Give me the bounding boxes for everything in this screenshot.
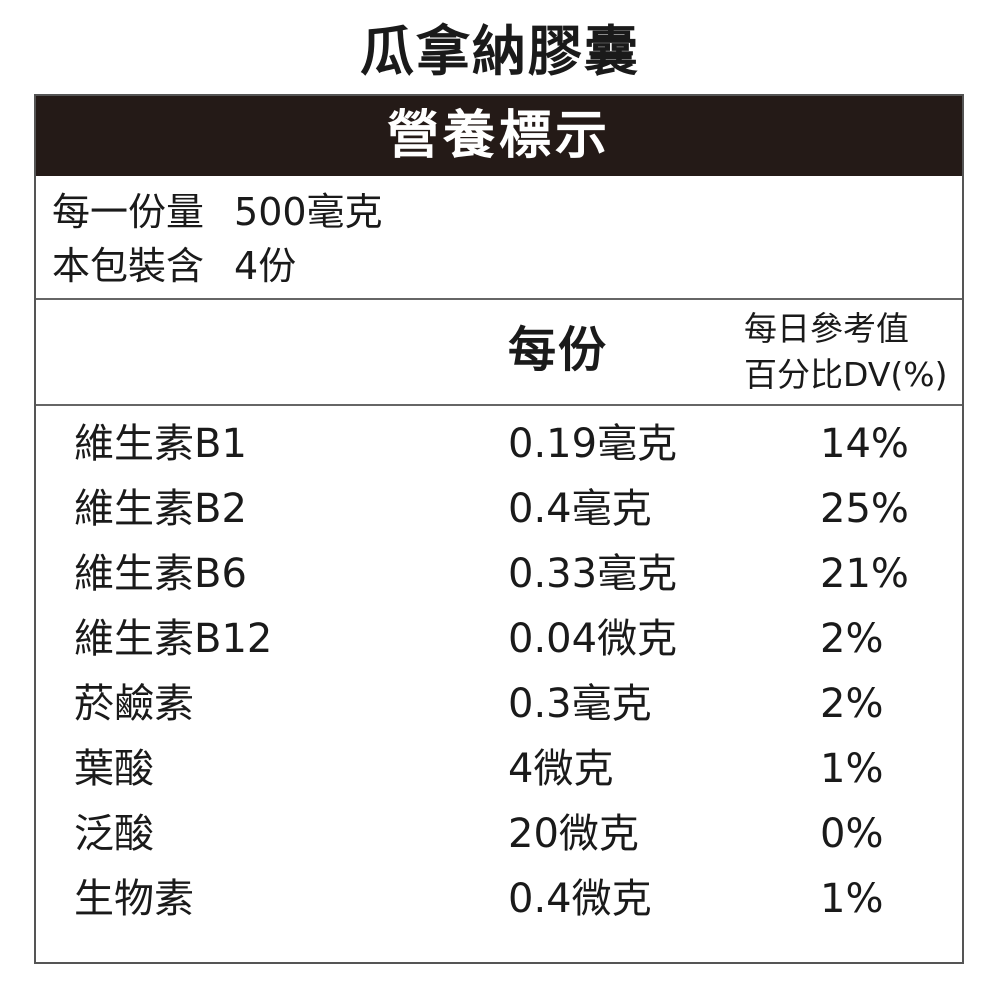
table-row: 維生素B12 0.04微克 2% [36, 607, 962, 672]
table-row: 維生素B2 0.4毫克 25% [36, 477, 962, 542]
nutrient-amount: 4微克 [508, 746, 614, 792]
serving-size-value: 500毫克 [234, 190, 383, 234]
nutrient-dv: 2% [820, 616, 884, 662]
table-row: 葉酸 4微克 1% [36, 737, 962, 802]
nutrient-dv: 14% [820, 421, 909, 467]
daily-value-header-line2: 百分比DV(%) [744, 355, 948, 394]
nutrient-name: 維生素B2 [74, 486, 247, 532]
nutrient-amount: 0.04微克 [508, 616, 678, 662]
nutrient-name: 維生素B1 [74, 421, 247, 467]
nutrient-amount: 0.4微克 [508, 876, 652, 922]
product-title: 瓜拿納膠囊 [360, 20, 640, 83]
table-row: 維生素B1 0.19毫克 14% [36, 412, 962, 477]
daily-value-header: 每日參考值 百分比DV(%) [744, 306, 948, 398]
nutrient-dv: 1% [820, 746, 884, 792]
serving-info: 每一份量 500毫克 本包裝含 4份 [36, 176, 962, 300]
serving-size-line: 每一份量 500毫克 [52, 186, 383, 238]
nutrient-dv: 21% [820, 551, 909, 597]
table-row: 菸鹼素 0.3毫克 2% [36, 672, 962, 737]
nutrient-name: 生物素 [74, 876, 194, 922]
nutrient-dv: 2% [820, 681, 884, 727]
table-row: 維生素B6 0.33毫克 21% [36, 542, 962, 607]
nutrient-name: 泛酸 [74, 811, 154, 857]
per-serving-header: 每份 [508, 322, 609, 378]
nutrient-name: 葉酸 [74, 746, 154, 792]
nutrient-name: 菸鹼素 [74, 681, 194, 727]
serving-size-label: 每一份量 [52, 190, 205, 234]
table-row: 泛酸 20微克 0% [36, 802, 962, 867]
nutrient-dv: 0% [820, 811, 884, 857]
nutrient-amount: 0.4毫克 [508, 486, 652, 532]
nutrient-dv: 25% [820, 486, 909, 532]
nutrient-name: 維生素B12 [74, 616, 273, 662]
nutrition-facts-panel: 營養標示 每一份量 500毫克 本包裝含 4份 每份 每日參考值 百分比DV(%) … [34, 94, 964, 964]
nutrient-amount: 0.3毫克 [508, 681, 652, 727]
servings-per-package-label: 本包裝含 [52, 244, 205, 288]
servings-per-package-value: 4份 [234, 244, 297, 288]
table-row: 生物素 0.4微克 1% [36, 867, 962, 932]
nutrient-amount: 20微克 [508, 811, 639, 857]
nutrient-amount: 0.19毫克 [508, 421, 678, 467]
nutrient-table: 維生素B1 0.19毫克 14% 維生素B2 0.4毫克 25% 維生素B6 0… [36, 412, 962, 932]
daily-value-header-line1: 每日參考值 [744, 309, 909, 348]
nutrient-dv: 1% [820, 876, 884, 922]
column-headers: 每份 每日參考值 百分比DV(%) [36, 300, 962, 406]
nutrient-name: 維生素B6 [74, 551, 247, 597]
nutrient-amount: 0.33毫克 [508, 551, 678, 597]
servings-per-package-line: 本包裝含 4份 [52, 240, 296, 292]
panel-title: 營養標示 [36, 96, 962, 176]
